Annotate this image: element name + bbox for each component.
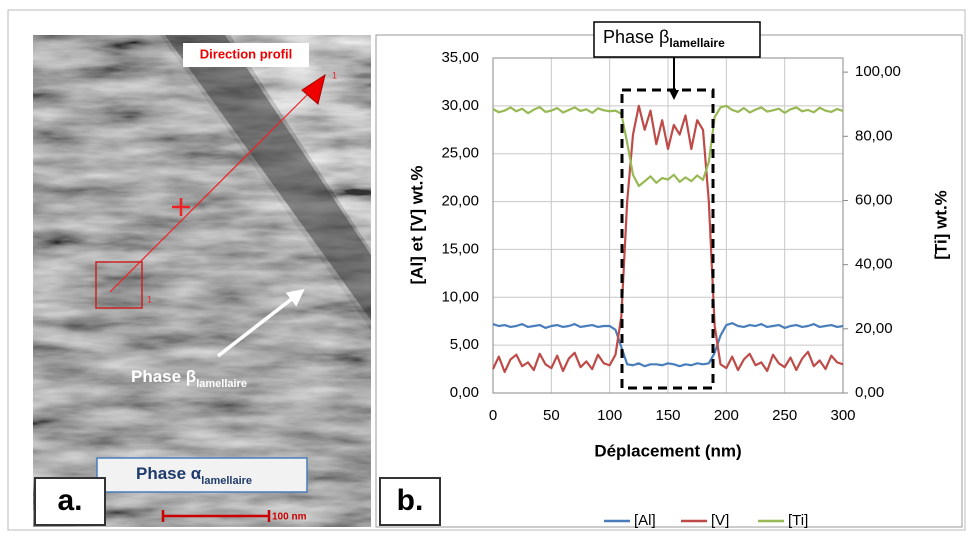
x-tick-label: 300 [830, 407, 855, 424]
plot: 0,00 5,00 10,00 15,00 20,00 25,00 30,00 35,00 0 5… [441, 49, 900, 424]
beta-subscript: lamellaire [196, 378, 247, 390]
x-tick-label: 0 [489, 407, 497, 424]
beta-arrow [216, 288, 305, 358]
y2-tick-label: 80,00 [855, 127, 893, 144]
beta-zone [620, 88, 715, 390]
figure-frame [7, 9, 966, 531]
direction-label: Direction profil [200, 46, 292, 61]
annotation-box [593, 21, 761, 58]
panel-a-box [34, 477, 106, 526]
y-tick-label: 15,00 [441, 240, 479, 257]
series-line [492, 104, 844, 188]
annotation: Phase βlamellaire [603, 27, 725, 50]
y-tick-label: 25,00 [441, 145, 479, 162]
legend-label: [Al] [634, 512, 656, 529]
scale-label: 100 nm [272, 512, 307, 523]
alpha-text: Phase α [136, 464, 202, 483]
profile-start: 1 [147, 294, 152, 304]
beta-label: Phase βlamellaire [131, 367, 247, 389]
x-tick-label: 100 [597, 407, 622, 424]
y-tick-label: 10,00 [441, 288, 479, 305]
annotation-text: Phase β [603, 27, 669, 47]
y-tick-label: 20,00 [441, 193, 479, 210]
scale-bar [161, 510, 271, 522]
profile-end: 1 [332, 70, 337, 80]
profile-box [95, 261, 143, 309]
panel-b-label: b. [397, 484, 424, 517]
y2-tick-label: 40,00 [855, 256, 893, 273]
y-tick-label: 35,00 [441, 49, 479, 66]
alpha-subscript: lamellaire [201, 475, 252, 487]
panel-b-box [379, 477, 441, 526]
x-tick-label: 150 [655, 407, 680, 424]
y-tick-label: 0,00 [450, 384, 479, 401]
x-tick-label: 200 [714, 407, 739, 424]
legend-label: [Ti] [788, 512, 808, 529]
annotation-subscript: lamellaire [669, 36, 725, 50]
profile-arrowhead [301, 73, 326, 105]
y2-tick-label: 0,00 [855, 384, 884, 401]
legend-label: [V] [711, 512, 729, 529]
plot-border [492, 57, 844, 394]
y-axis-title: [Al] et [V] wt.% [407, 166, 426, 285]
micrograph [33, 35, 371, 527]
x-tick-label: 250 [772, 407, 797, 424]
y2-axis-title: [Ti] wt.% [931, 190, 950, 260]
series-line [492, 104, 844, 374]
alpha-label: Phase αlamellaire [136, 464, 252, 486]
beta-text: Phase β [131, 367, 196, 386]
chart-frame [375, 34, 963, 528]
series-line [492, 322, 844, 368]
y2-tick-label: 20,00 [855, 320, 893, 337]
y-tick-label: 5,00 [450, 336, 479, 353]
y-tick-label: 30,00 [441, 97, 479, 114]
alpha-box [96, 457, 308, 493]
y2-tick-label: 100,00 [855, 63, 901, 80]
x-axis-title: Déplacement (nm) [594, 441, 741, 460]
profile-line [109, 89, 313, 293]
panel-a-label: a. [57, 484, 82, 517]
direction-box [183, 43, 309, 67]
profile-cross [172, 198, 190, 216]
y2-tick-label: 60,00 [855, 191, 893, 208]
x-tick-label: 50 [543, 407, 560, 424]
